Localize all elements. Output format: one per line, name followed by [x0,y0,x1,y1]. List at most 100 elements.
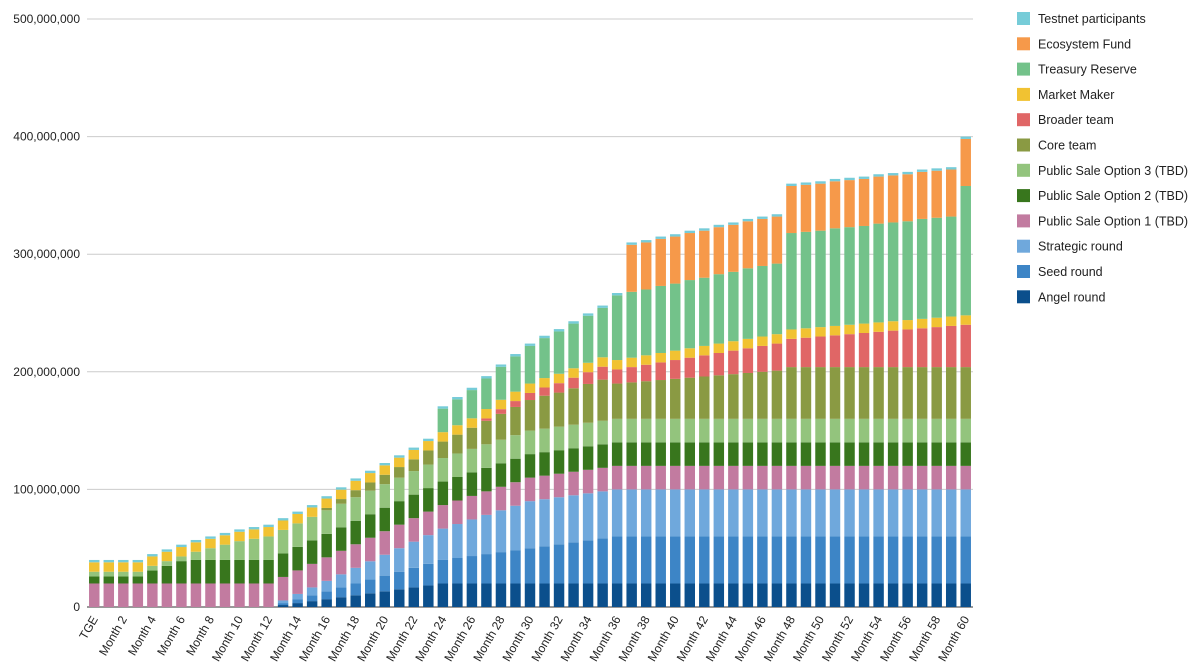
bar-segment [481,583,492,607]
bar-segment [452,397,463,400]
bar-stack [365,470,376,607]
bar-stack [248,527,260,607]
bar-stack [916,169,928,607]
bar-segment [931,170,942,218]
bar-segment [960,367,971,419]
bar-stack [423,438,434,607]
bar-stack [379,463,390,607]
bar-segment [873,465,884,490]
bar-segment [815,465,826,490]
bar-segment [916,169,928,172]
bar-stack [611,293,623,607]
bar-segment [495,366,507,400]
bar-segment [205,538,216,549]
bar-segment [132,559,144,563]
bar-segment [379,575,390,592]
bar-segment [713,489,725,537]
bar-stack [873,174,884,607]
bar-segment [626,536,637,584]
bar-segment [510,482,521,506]
bar-segment [655,583,666,607]
bar-stack [306,505,318,607]
bar-segment [466,519,478,557]
bar-segment [960,442,971,466]
bar-segment [495,552,507,584]
bar-segment [815,583,826,607]
bar-stack [408,447,420,607]
bar-segment [437,583,449,607]
bar-segment [219,535,231,545]
bar-segment [902,221,913,321]
bar-segment [524,477,536,502]
bar-stack [437,406,449,607]
bar-segment [190,583,202,607]
bar-segment [553,392,565,427]
bar-segment [800,184,812,232]
bar-segment [553,450,565,474]
bar-segment [132,576,144,584]
bar-segment [873,322,884,332]
bar-stack [103,559,115,607]
bar-segment [713,536,725,584]
bar-segment [960,138,971,186]
bar-stack [699,228,710,607]
bar-segment [132,571,144,577]
y-tick-label: 300,000,000 [13,247,80,261]
bar-segment [466,390,478,419]
bar-segment [248,529,260,539]
bar-segment [713,375,725,419]
bar-stack [829,178,841,607]
bar-segment [626,418,637,443]
bar-segment [437,559,449,584]
bar-segment [510,505,521,551]
bar-segment [858,367,870,419]
bar-segment [829,536,841,584]
bar-segment [161,583,173,607]
bar-segment [582,540,594,584]
bar-segment [248,559,260,584]
bar-stack [277,518,289,607]
bar-segment [350,497,361,521]
bar-stack [640,240,652,607]
bar-stack [466,387,478,607]
bar-segment [800,231,812,329]
bar-segment [887,222,899,322]
bar-segment [277,529,289,554]
bar-segment [292,603,303,607]
bar-segment [597,307,608,358]
y-tick-label: 200,000,000 [13,365,80,379]
bar-segment [800,489,812,537]
bar-segment [902,536,913,584]
bar-stack [858,176,870,607]
bar-segment [873,536,884,584]
bar-segment [423,464,434,489]
bar-segment [597,538,608,584]
bar-segment [640,583,652,607]
bar-segment [335,587,347,598]
bar-segment [365,473,376,483]
bar-segment [742,465,754,490]
bar-segment [873,367,884,419]
bar-segment [176,556,187,562]
bar-segment [263,524,274,528]
bar-segment [335,527,347,551]
bar-segment [524,392,536,401]
bar-segment [306,516,318,541]
bar-segment [786,338,797,368]
bar-segment [626,357,637,368]
bar-segment [945,442,957,466]
bar-segment [728,222,739,225]
bar-segment [945,169,957,217]
bar-segment [481,514,492,555]
bar-segment [844,418,855,443]
bar-segment [408,518,420,542]
bar-segment [103,571,115,577]
bar-segment [161,561,173,566]
bar-segment [423,488,434,512]
bar-segment [887,367,899,419]
bar-segment [597,491,608,539]
bar-segment [728,418,739,443]
bar-segment [335,574,347,588]
bar-segment [800,465,812,490]
bar-segment [931,536,942,584]
